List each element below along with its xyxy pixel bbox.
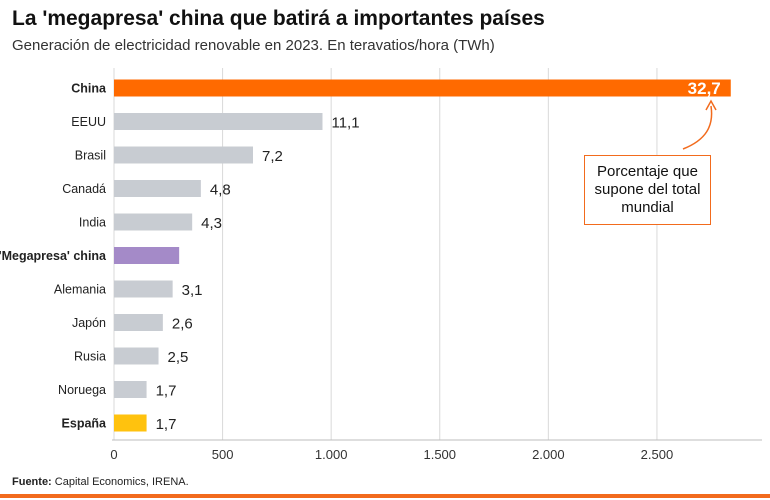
bar: [114, 314, 163, 331]
callout-arrow-head: [705, 99, 717, 111]
category-label: Rusia: [74, 350, 106, 364]
category-label: Japón: [72, 316, 106, 330]
bar: [114, 381, 147, 398]
data-label: 32,7: [688, 79, 721, 98]
chart-title: La 'megapresa' china que batirá a import…: [12, 7, 545, 30]
data-label: 11,1: [331, 115, 359, 132]
bar: [114, 113, 323, 130]
data-label: 3,1: [182, 282, 203, 299]
category-label: Noruega: [58, 383, 106, 397]
bar: [114, 247, 180, 264]
data-label: 1,7: [156, 383, 177, 400]
bar: [114, 414, 147, 432]
callout-arrow: [682, 105, 713, 150]
bar: [114, 280, 173, 298]
bar: [114, 180, 201, 197]
x-tick-label: 2.000: [532, 447, 565, 462]
data-label: 2,6: [172, 316, 193, 333]
x-tick-label: 2.500: [641, 447, 674, 462]
x-tick-label: 0: [110, 447, 117, 462]
bar: [114, 213, 193, 231]
bar: [114, 79, 731, 97]
category-label: Canadá: [62, 182, 106, 196]
x-tick-label: 500: [212, 447, 234, 462]
data-label: 4,8: [210, 182, 231, 199]
category-label: España: [62, 417, 108, 431]
category-label: 'Megapresa' china: [0, 249, 107, 263]
category-label: Brasil: [75, 149, 106, 163]
category-label: China: [71, 82, 107, 96]
bottom-rule: [0, 494, 770, 498]
x-tick-label: 1.000: [315, 447, 348, 462]
callout-text: Porcentaje que supone del total mundial: [594, 163, 701, 216]
category-label: India: [79, 216, 106, 230]
data-label: 2,5: [168, 349, 189, 366]
source-note: Fuente: Capital Economics, IRENA.: [12, 476, 189, 488]
source-text: Capital Economics, IRENA.: [51, 476, 189, 488]
category-label: Alemania: [54, 283, 106, 297]
bar: [114, 347, 159, 365]
x-tick-label: 1.500: [423, 447, 456, 462]
source-label: Fuente:: [12, 476, 52, 488]
chart-subtitle: Generación de electricidad renovable en …: [12, 37, 495, 54]
category-label: EEUU: [71, 115, 106, 129]
data-label: 7,2: [262, 148, 283, 165]
data-label: 4,3: [201, 215, 222, 232]
bar: [114, 146, 253, 164]
percentage-callout: Porcentaje que supone del total mundial: [584, 155, 711, 225]
data-label: 1,7: [156, 416, 177, 433]
